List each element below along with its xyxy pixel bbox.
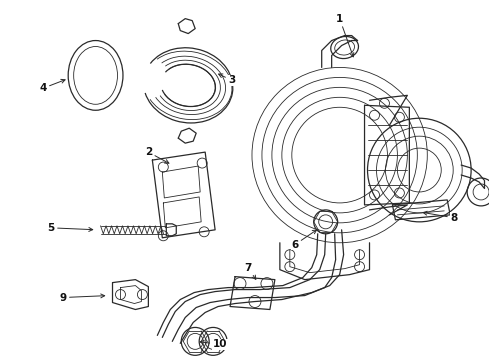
Text: 8: 8 — [423, 211, 458, 223]
Text: 10: 10 — [200, 339, 227, 349]
Text: 9: 9 — [59, 293, 105, 302]
Text: 2: 2 — [145, 147, 169, 163]
Text: 5: 5 — [47, 223, 93, 233]
Text: 7: 7 — [245, 263, 256, 279]
Text: 1: 1 — [336, 14, 354, 57]
Text: 3: 3 — [219, 74, 236, 85]
Text: 4: 4 — [39, 79, 65, 93]
Text: 6: 6 — [291, 230, 317, 250]
